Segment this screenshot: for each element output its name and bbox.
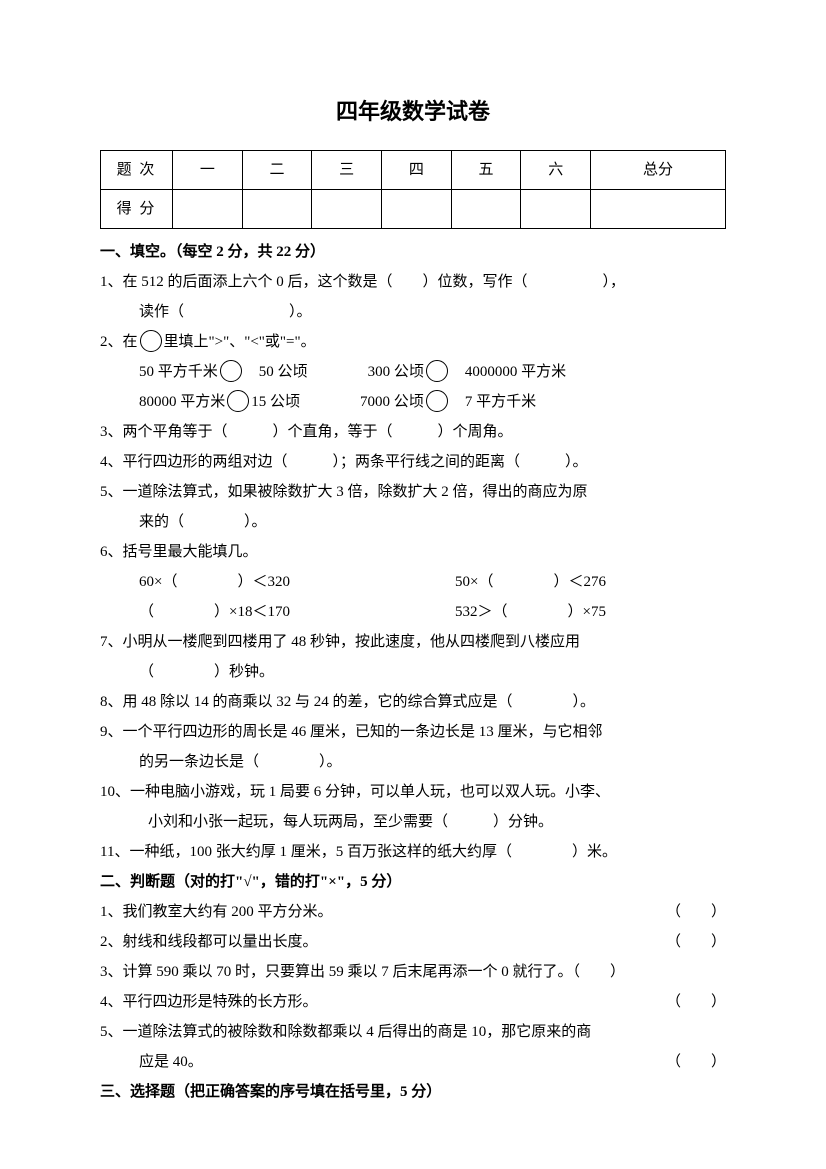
s2q2: 2、射线和线段都可以量出长度。 （ ）	[100, 927, 726, 957]
cell: 题 次	[101, 151, 173, 190]
q4: 4、平行四边形的两组对边（ ）；两条平行线之间的距离（ ）。	[100, 447, 726, 477]
q7b: （ ）秒钟。	[100, 657, 726, 687]
txt: 2、射线和线段都可以量出长度。	[100, 934, 318, 950]
section-2-head: 二、判断题（对的打"√"，错的打"×"，5 分）	[100, 867, 726, 897]
circle-icon	[220, 360, 242, 382]
cell: 三	[312, 151, 382, 190]
txt: 应是 40。	[139, 1054, 203, 1070]
s2q3: 3、计算 590 乘以 70 时，只要算出 59 乘以 7 后末尾再添一个 0 …	[100, 957, 726, 987]
cell: 四	[382, 151, 452, 190]
q7a: 7、小明从一楼爬到四楼用了 48 秒钟，按此速度，他从四楼爬到八楼应用	[100, 627, 726, 657]
cell: 得 分	[101, 190, 173, 229]
txt: 60×（ ）＜320	[139, 574, 290, 590]
paren: （ ）	[666, 897, 726, 927]
txt: 7 平方千米	[465, 394, 536, 410]
section-1-head: 一、填空。（每空 2 分，共 22 分）	[100, 237, 726, 267]
section-3-head: 三、选择题（把正确答案的序号填在括号里，5 分）	[100, 1077, 726, 1107]
cell	[312, 190, 382, 229]
page-title: 四年级数学试卷	[100, 90, 726, 134]
paren: （ ）	[666, 927, 726, 957]
q6a: 6、括号里最大能填几。	[100, 537, 726, 567]
txt: 15 公顷	[251, 394, 300, 410]
circle-icon	[140, 330, 162, 352]
cell	[173, 190, 243, 229]
table-row: 得 分	[101, 190, 726, 229]
s2q5a: 5、一道除法算式的被除数和除数都乘以 4 后得出的商是 10，那它原来的商	[100, 1017, 726, 1047]
s2q5b: 应是 40。 （ ）	[100, 1047, 726, 1077]
cell: 六	[521, 151, 591, 190]
cell	[451, 190, 521, 229]
q1-line2: 读作（ ）。	[100, 297, 726, 327]
cell	[242, 190, 312, 229]
cell: 二	[242, 151, 312, 190]
q5b: 来的（ ）。	[100, 507, 726, 537]
txt: 50 平方千米	[139, 364, 218, 380]
txt: 300 公顷	[368, 364, 424, 380]
q2-text-b: 里填上">"、"<"或"="。	[164, 334, 316, 350]
q3: 3、两个平角等于（ ）个直角，等于（ ）个周角。	[100, 417, 726, 447]
cell	[591, 190, 726, 229]
q5a: 5、一道除法算式，如果被除数扩大 3 倍，除数扩大 2 倍，得出的商应为原	[100, 477, 726, 507]
q8: 8、用 48 除以 14 的商乘以 32 与 24 的差，它的综合算式应是（ ）…	[100, 687, 726, 717]
score-table: 题 次 一 二 三 四 五 六 总分 得 分	[100, 150, 726, 229]
cell: 一	[173, 151, 243, 190]
txt: 4000000 平方米	[465, 364, 566, 380]
q2-line1: 2、在 里填上">"、"<"或"="。	[100, 327, 726, 357]
txt: （ ）×18＜170	[139, 604, 290, 620]
q11: 11、一种纸，100 张大约厚 1 厘米，5 百万张这样的纸大约厚（ ）米。	[100, 837, 726, 867]
cell: 五	[451, 151, 521, 190]
txt: 4、平行四边形是特殊的长方形。	[100, 994, 318, 1010]
txt: 50 公顷	[259, 364, 308, 380]
q10b: 小刘和小张一起玩，每人玩两局，至少需要（ ）分钟。	[100, 807, 726, 837]
q1-line1: 1、在 512 的后面添上六个 0 后，这个数是（ ）位数，写作（ ），	[100, 267, 726, 297]
circle-icon	[227, 390, 249, 412]
table-row: 题 次 一 二 三 四 五 六 总分	[101, 151, 726, 190]
q2-line2: 50 平方千米 50 公顷 300 公顷 4000000 平方米	[100, 357, 726, 387]
q2-line3: 80000 平方米 15 公顷 7000 公顷 7 平方千米	[100, 387, 726, 417]
q9a: 9、一个平行四边形的周长是 46 厘米，已知的一条边长是 13 厘米，与它相邻	[100, 717, 726, 747]
q10a: 10、一种电脑小游戏，玩 1 局要 6 分钟，可以单人玩，也可以双人玩。小李、	[100, 777, 726, 807]
cell: 总分	[591, 151, 726, 190]
txt: 50×（ ）＜276	[455, 574, 606, 590]
txt: 80000 平方米	[139, 394, 225, 410]
paren: （ ）	[666, 987, 726, 1017]
txt: 7000 公顷	[360, 394, 424, 410]
s2q4: 4、平行四边形是特殊的长方形。 （ ）	[100, 987, 726, 1017]
s2q1: 1、我们教室大约有 200 平方分米。 （ ）	[100, 897, 726, 927]
q6b: 60×（ ）＜320 50×（ ）＜276	[100, 567, 726, 597]
q6c: （ ）×18＜170 532＞（ ）×75	[100, 597, 726, 627]
circle-icon	[426, 360, 448, 382]
txt: 1、我们教室大约有 200 平方分米。	[100, 904, 333, 920]
cell	[382, 190, 452, 229]
circle-icon	[426, 390, 448, 412]
paren: （ ）	[666, 1047, 726, 1077]
cell	[521, 190, 591, 229]
txt: 532＞（ ）×75	[455, 604, 606, 620]
q2-text-a: 2、在	[100, 334, 138, 350]
q9b: 的另一条边长是（ ）。	[100, 747, 726, 777]
